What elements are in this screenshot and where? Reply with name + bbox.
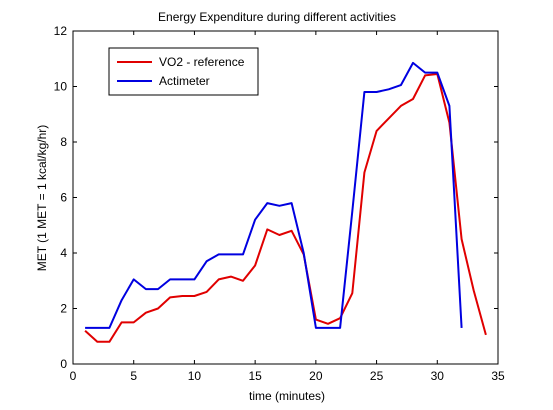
x-tick-label: 15 [248,369,262,383]
x-tick-label: 35 [491,369,505,383]
x-tick-label: 30 [431,369,445,383]
y-axis-label: MET (1 MET = 1 kcal/kg/hr) [35,125,49,272]
y-tick-label: 8 [60,135,67,149]
y-tick-label: 12 [54,24,68,38]
y-tick-label: 4 [60,246,67,260]
x-tick-label: 20 [309,369,323,383]
y-tick-label: 6 [60,191,67,205]
series-line-actimeter [85,61,463,329]
y-tick-label: 10 [54,80,68,94]
x-axis-label: time (minutes) [249,389,325,403]
legend-label: VO2 - reference [159,55,245,69]
series-line-vo2-reference [84,73,487,343]
legend: VO2 - reference Actimeter [108,47,259,96]
y-tick-label: 0 [60,357,67,371]
x-axis: 0 5 10 15 20 25 30 35 [70,31,505,383]
y-axis: 0 2 4 6 8 10 12 [54,24,498,371]
y-tick-label: 2 [60,302,67,316]
x-tick-label: 10 [188,369,202,383]
x-tick-label: 0 [70,369,77,383]
legend-label: Actimeter [159,74,210,88]
series-layer [84,61,487,343]
x-tick-label: 25 [370,369,384,383]
x-tick-label: 5 [130,369,137,383]
chart-title: Energy Expenditure during different acti… [158,10,396,24]
legend-box [108,47,259,96]
